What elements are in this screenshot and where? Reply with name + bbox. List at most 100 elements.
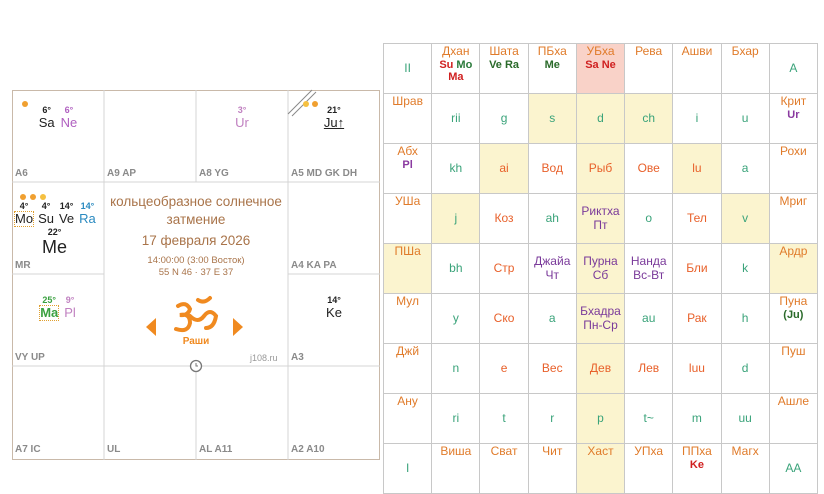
table-cell: t	[479, 393, 529, 444]
house-label: A8 YG	[199, 168, 229, 179]
table-cell: Риктха Пт	[575, 193, 626, 244]
planet-degree: 6°	[64, 105, 74, 115]
table-cell: Ардр	[768, 243, 819, 294]
table-cell: Чит	[527, 443, 577, 494]
house-cell: 21° Ju↑ A5 MD GK DH	[288, 90, 380, 182]
planet: Ve	[489, 58, 502, 71]
table-cell: uu	[720, 393, 770, 444]
site-link[interactable]: j108.ru	[250, 353, 278, 363]
table-cell: r	[527, 393, 577, 444]
dot	[20, 194, 26, 200]
table-cell: e	[479, 343, 529, 394]
house-cell: 6° Sa 6° Ne A6	[12, 90, 104, 182]
planet-line: 4° Mo 4° Su 14° Ve 14° Ra	[12, 201, 104, 228]
cell-text: Вес	[541, 360, 563, 375]
prev-arrow[interactable]	[146, 318, 156, 336]
planet: 25° Ma	[39, 295, 60, 322]
table-cell: Пуш	[768, 343, 819, 394]
house-cell: A7 IC	[12, 366, 104, 458]
planet: 14° Ke	[326, 295, 342, 320]
planet-degree: 14°	[59, 201, 74, 211]
cell-text: i	[695, 110, 699, 125]
house-label: A9 AP	[107, 168, 137, 179]
planet: 21° Ju↑	[324, 105, 344, 130]
planet-degree: 14°	[80, 201, 95, 211]
table-cell: Рохи	[768, 143, 819, 194]
planet-degree: 4°	[19, 201, 29, 211]
cell-text: Дхан	[442, 44, 470, 58]
planet: 6° Ne	[61, 105, 78, 130]
table-cell: i	[672, 93, 722, 144]
table-cell: Крит Ur	[768, 93, 819, 144]
table-cell: ah	[527, 193, 577, 244]
planet: Ra	[504, 58, 519, 71]
cell-text: Ове	[637, 160, 660, 175]
cell-text: A	[789, 60, 798, 75]
table-cell: o	[624, 193, 674, 244]
planet-line: 21° Ju↑	[288, 105, 380, 130]
planet-name: Mo	[13, 210, 35, 228]
planet-group: 3° Ur	[196, 105, 288, 130]
planet-degree: 4°	[41, 201, 51, 211]
cell-text: ch	[642, 110, 656, 125]
table-cell: Бхадра Пн-Ср	[575, 293, 626, 344]
event-time: 14:00:00 (3:00 Восток)	[147, 255, 245, 266]
chakra-table: II Дхан Su Mo Ma Шата Ve Ra ПБха Me УБха Sa Ne Рева Аш…	[382, 43, 819, 494]
cell-text: d	[741, 360, 749, 375]
table-cell: ri	[431, 393, 481, 444]
cell-text: Бхар	[731, 44, 759, 58]
planet: 22° Me	[42, 227, 67, 258]
house-cell: 25° Ma 9° Pl VY UP	[12, 274, 104, 366]
table-cell: Стр	[479, 243, 529, 294]
table-row: II Дхан Su Mo Ma Шата Ve Ra ПБха Me УБха Sa Ne Рева Аш…	[382, 43, 819, 94]
cell-subtext: Сб	[592, 267, 609, 282]
table-cell: Рак	[672, 293, 722, 344]
table-cell: j	[431, 193, 481, 244]
cell-text: r	[550, 410, 555, 425]
house-label: MR	[15, 260, 31, 271]
cell-text: e	[500, 360, 508, 375]
cell-text: Ашле	[777, 394, 810, 408]
planet: Ur	[787, 108, 800, 121]
table-row: Мул y Ско a Бхадра Пн-Ср au Рак h Пуна (Ju)	[382, 293, 819, 344]
dot	[312, 101, 318, 107]
table-cell: au	[624, 293, 674, 344]
planet-line: 6° Sa 6° Ne	[12, 105, 104, 130]
planet-degree: 21°	[327, 105, 341, 115]
planet: 6° Sa	[39, 105, 55, 130]
cell-text: Нанда	[630, 253, 667, 268]
cell-text: AA	[785, 460, 802, 475]
table-row: Джй n e Вес Дев Лев luu d Пуш	[382, 343, 819, 394]
table-cell: AA	[768, 443, 819, 494]
cell-text: a	[548, 310, 556, 325]
table-row: УШа j Коз ah Риктха Пт o Тел v Мриг	[382, 193, 819, 244]
table-cell: A	[768, 43, 819, 94]
table-cell: u	[720, 93, 770, 144]
table-row: Абх Pl kh ai Вод Рыб Ове lu a Рохи	[382, 143, 819, 194]
house-label: A7 IC	[15, 444, 41, 455]
next-arrow[interactable]	[233, 318, 243, 336]
table-cell: a	[527, 293, 577, 344]
planet-degree: 14°	[327, 295, 341, 305]
planet: 14° Ve	[59, 201, 74, 226]
table-cell: Джй	[382, 343, 433, 394]
house-cell: A9 AP	[104, 90, 196, 182]
cell-text: Коз	[494, 210, 514, 225]
cell-text: g	[500, 110, 508, 125]
cell-text: Пуна	[779, 294, 808, 308]
planet-degree: 3°	[237, 105, 247, 115]
planet-line: 3° Ur	[196, 105, 288, 130]
house-cell: A4 KA PA	[288, 182, 380, 274]
cell-text: Лев	[638, 360, 660, 375]
table-row: ПШа bh Стр Джайа Чт Пурна Сб Нанда Вс-Вт Бли k Ардр	[382, 243, 819, 294]
cell-text: Вод	[541, 160, 563, 175]
table-row: I Виша Сват Чит Хаст УПха ППха Ke Магх AA	[382, 443, 819, 494]
mode-link[interactable]: Раши	[182, 336, 210, 347]
table-cell: k	[720, 243, 770, 294]
cell-text: t~	[643, 410, 654, 425]
planet: 9° Pl	[64, 295, 76, 320]
planet: 4° Su	[38, 201, 54, 226]
planet: 3° Ur	[235, 105, 249, 130]
house-cell: 4° Mo 4° Su 14° Ve 14° Ra 22° Me MR	[12, 182, 104, 274]
planet-name: Ur	[235, 114, 249, 130]
